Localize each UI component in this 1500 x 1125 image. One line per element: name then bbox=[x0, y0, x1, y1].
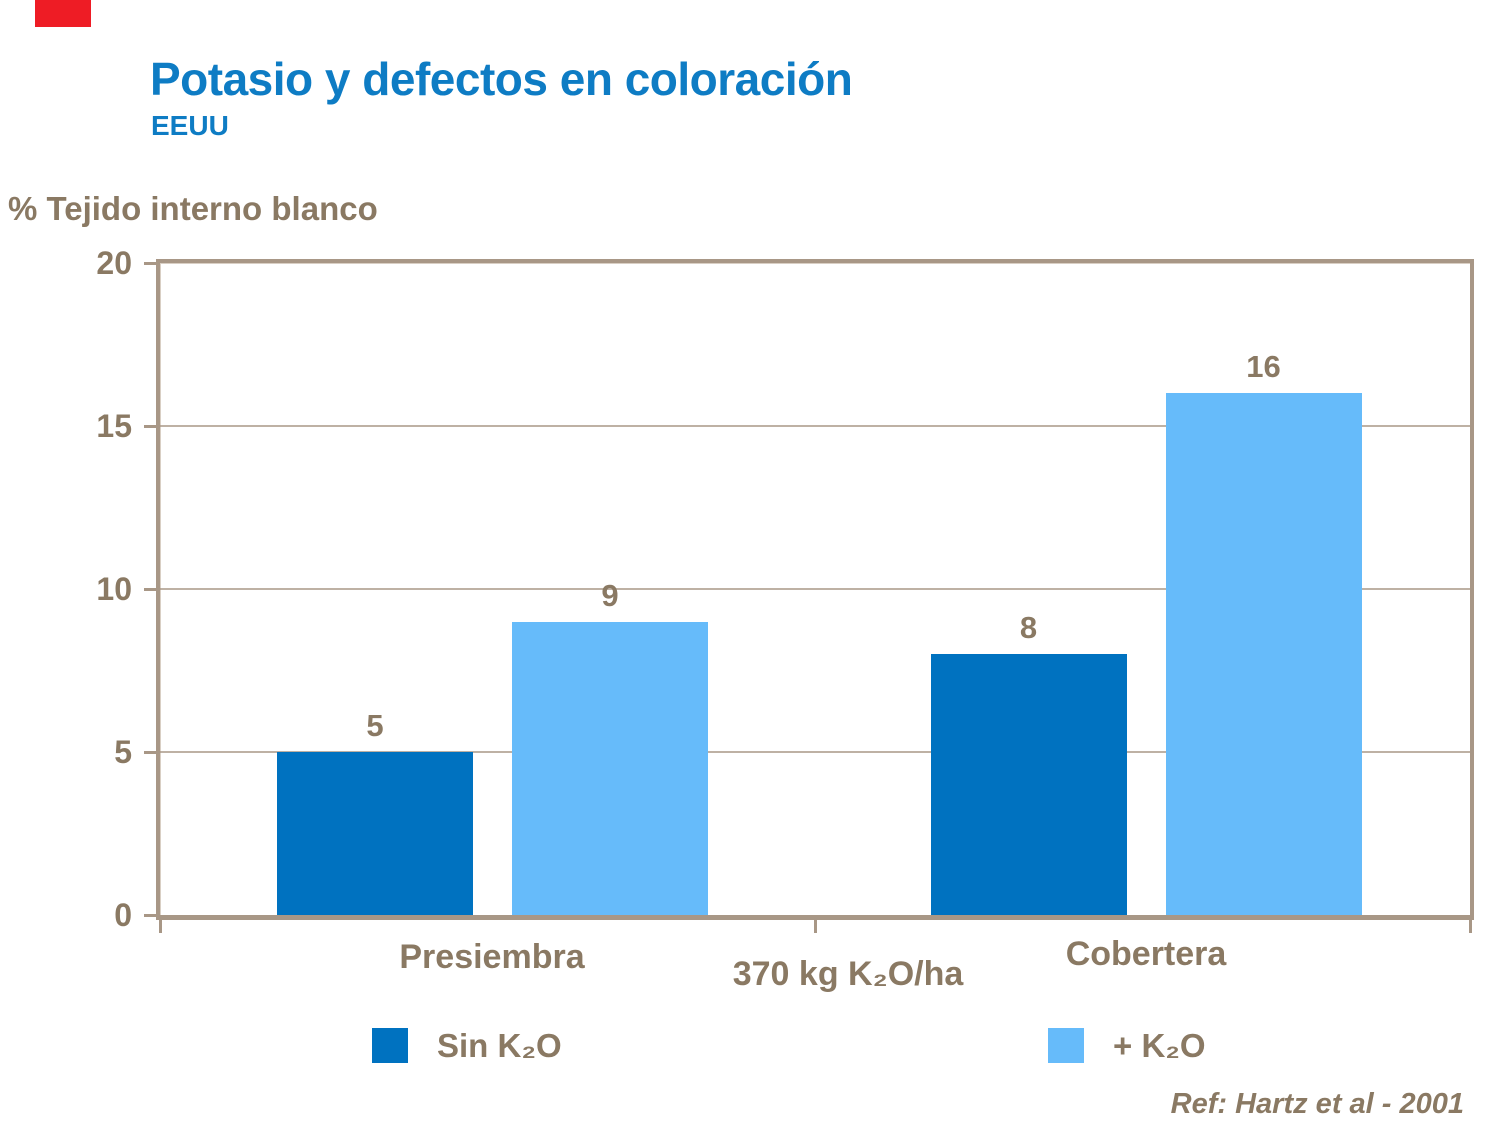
legend-swatch-plus-k2o bbox=[1048, 1028, 1084, 1063]
bar-value-label: 16 bbox=[1246, 349, 1281, 385]
bar-+-k₂o-presiembra bbox=[512, 621, 708, 915]
y-gridline bbox=[160, 751, 1470, 753]
y-gridline bbox=[160, 588, 1470, 590]
y-axis-title: % Tejido interno blanco bbox=[8, 190, 378, 227]
y-tick-label: 10 bbox=[96, 571, 132, 607]
y-tick-label: 5 bbox=[114, 734, 132, 770]
red-corner-mark bbox=[35, 0, 91, 27]
x-axis-tick bbox=[814, 919, 817, 933]
reference-text: Ref: Hartz et al - 2001 bbox=[1170, 1088, 1464, 1120]
y-gridline bbox=[160, 425, 1470, 427]
y-tick-label: 0 bbox=[114, 897, 132, 933]
bar-sin-k₂o-cobertera bbox=[930, 654, 1127, 915]
x-axis-tick bbox=[159, 919, 162, 933]
y-axis-tick bbox=[144, 425, 160, 428]
y-tick-label: 20 bbox=[96, 245, 132, 281]
y-axis-tick bbox=[144, 588, 160, 591]
bar-+-k₂o-cobertera bbox=[1165, 393, 1362, 915]
legend-label-plus-k2o: + K₂O bbox=[1113, 1027, 1206, 1064]
bar-value-label: 8 bbox=[1019, 610, 1038, 646]
x-label-presiembra: Presiembra bbox=[399, 938, 585, 976]
x-axis-tick bbox=[1469, 919, 1472, 933]
x-axis-note: 370 kg K₂O/ha bbox=[732, 955, 964, 993]
bar-value-label: 5 bbox=[366, 708, 384, 743]
y-axis-tick bbox=[144, 914, 160, 917]
y-axis-tick bbox=[144, 751, 160, 754]
bar-value-label: 9 bbox=[601, 577, 619, 613]
slide-title: Potasio y defectos en coloración bbox=[150, 53, 853, 105]
x-label-cobertera: Cobertera bbox=[1065, 935, 1227, 973]
legend-swatch-sin-k2o bbox=[372, 1028, 408, 1063]
bar-sin-k₂o-presiembra bbox=[277, 752, 473, 915]
y-tick-label: 15 bbox=[96, 408, 132, 444]
legend-label-sin-k2o: Sin K₂O bbox=[437, 1027, 562, 1064]
y-axis-tick bbox=[144, 262, 160, 265]
slide-subtitle: EEUU bbox=[151, 110, 229, 141]
